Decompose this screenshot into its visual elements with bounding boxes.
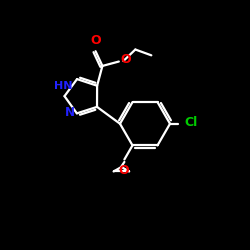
Text: O: O [120, 53, 131, 66]
Text: O: O [118, 164, 129, 177]
Text: O: O [90, 34, 101, 48]
Text: HN: HN [54, 81, 72, 91]
Text: Cl: Cl [184, 116, 198, 129]
Text: N: N [65, 106, 75, 119]
